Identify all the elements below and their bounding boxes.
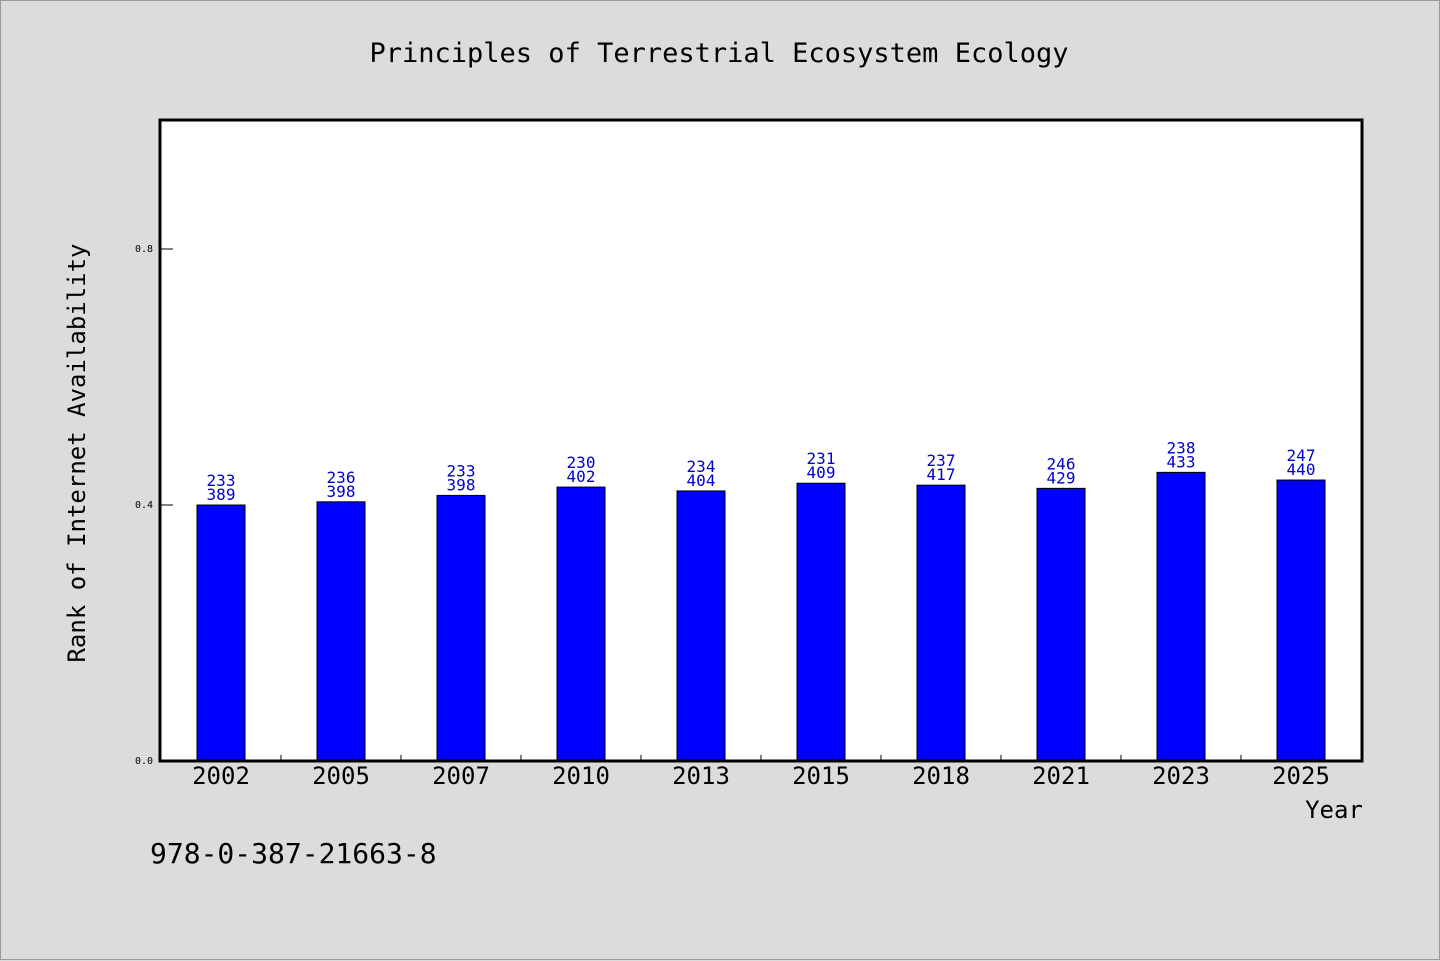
data-label-top-2010: 230 bbox=[567, 453, 596, 472]
x-tick-label-2007: 2007 bbox=[432, 762, 490, 790]
bar-2018 bbox=[916, 484, 966, 762]
data-label-top-2002: 233 bbox=[207, 471, 236, 490]
bar-2021 bbox=[1036, 487, 1086, 762]
data-label-top-2025: 247 bbox=[1287, 446, 1316, 465]
data-label-bottom-2010: 402 bbox=[567, 467, 596, 486]
bar-2010 bbox=[556, 486, 606, 762]
data-labels-group: 2333892363982333982304022344042314092374… bbox=[207, 438, 1316, 504]
data-label-top-2015: 231 bbox=[807, 449, 836, 468]
isbn-text: 978-0-387-21663-8 bbox=[150, 837, 437, 870]
chart-title: Principles of Terrestrial Ecosystem Ecol… bbox=[370, 38, 1069, 69]
data-label-bottom-2015: 409 bbox=[807, 463, 836, 482]
x-tick-label-2015: 2015 bbox=[792, 762, 850, 790]
bar-2025 bbox=[1276, 479, 1326, 762]
bar-2005 bbox=[316, 501, 366, 762]
data-label-bottom-2018: 417 bbox=[927, 465, 956, 484]
data-label-bottom-2013: 404 bbox=[687, 471, 716, 490]
plot-border bbox=[158, 118, 1364, 763]
data-label-bottom-2023: 433 bbox=[1167, 452, 1196, 471]
x-tick-label-2005: 2005 bbox=[312, 762, 370, 790]
x-axis-ticks: 2002 2005 2007 2010 2013 2015 2018 2021 2023 2025 bbox=[192, 755, 1330, 790]
y-tick-label: 0.0 bbox=[135, 756, 153, 767]
x-tick-label-2002: 2002 bbox=[192, 762, 250, 790]
x-axis-label: Year bbox=[1305, 796, 1363, 824]
x-tick-label-2025: 2025 bbox=[1272, 762, 1330, 790]
x-tick-label-2018: 2018 bbox=[912, 762, 970, 790]
x-tick-label-2013: 2013 bbox=[672, 762, 730, 790]
bar-2002 bbox=[196, 504, 246, 762]
data-label-top-2023: 238 bbox=[1167, 438, 1196, 457]
data-label-top-2007: 233 bbox=[447, 461, 476, 480]
y-tick-label: 0.8 bbox=[135, 244, 153, 255]
data-label-bottom-2005: 398 bbox=[327, 482, 356, 501]
x-tick-label-2021: 2021 bbox=[1032, 762, 1090, 790]
x-tick-label-2023: 2023 bbox=[1152, 762, 1210, 790]
y-tick-label: 0.4 bbox=[135, 500, 153, 511]
bars-group bbox=[196, 471, 1326, 762]
data-label-top-2005: 236 bbox=[327, 468, 356, 487]
data-label-bottom-2002: 389 bbox=[207, 485, 236, 504]
data-label-bottom-2007: 398 bbox=[447, 475, 476, 494]
bar-2015 bbox=[796, 482, 846, 762]
bar-2007 bbox=[436, 494, 486, 762]
x-tick-label-2010: 2010 bbox=[552, 762, 610, 790]
data-label-bottom-2025: 440 bbox=[1287, 460, 1316, 479]
bar-2023 bbox=[1156, 471, 1206, 762]
bar-2013 bbox=[676, 490, 726, 762]
data-label-bottom-2021: 429 bbox=[1047, 468, 1076, 487]
data-label-top-2021: 246 bbox=[1047, 454, 1076, 473]
data-label-top-2013: 234 bbox=[687, 457, 716, 476]
y-axis-label: Rank of Internet Availability bbox=[63, 243, 91, 662]
data-label-top-2018: 237 bbox=[927, 451, 956, 470]
